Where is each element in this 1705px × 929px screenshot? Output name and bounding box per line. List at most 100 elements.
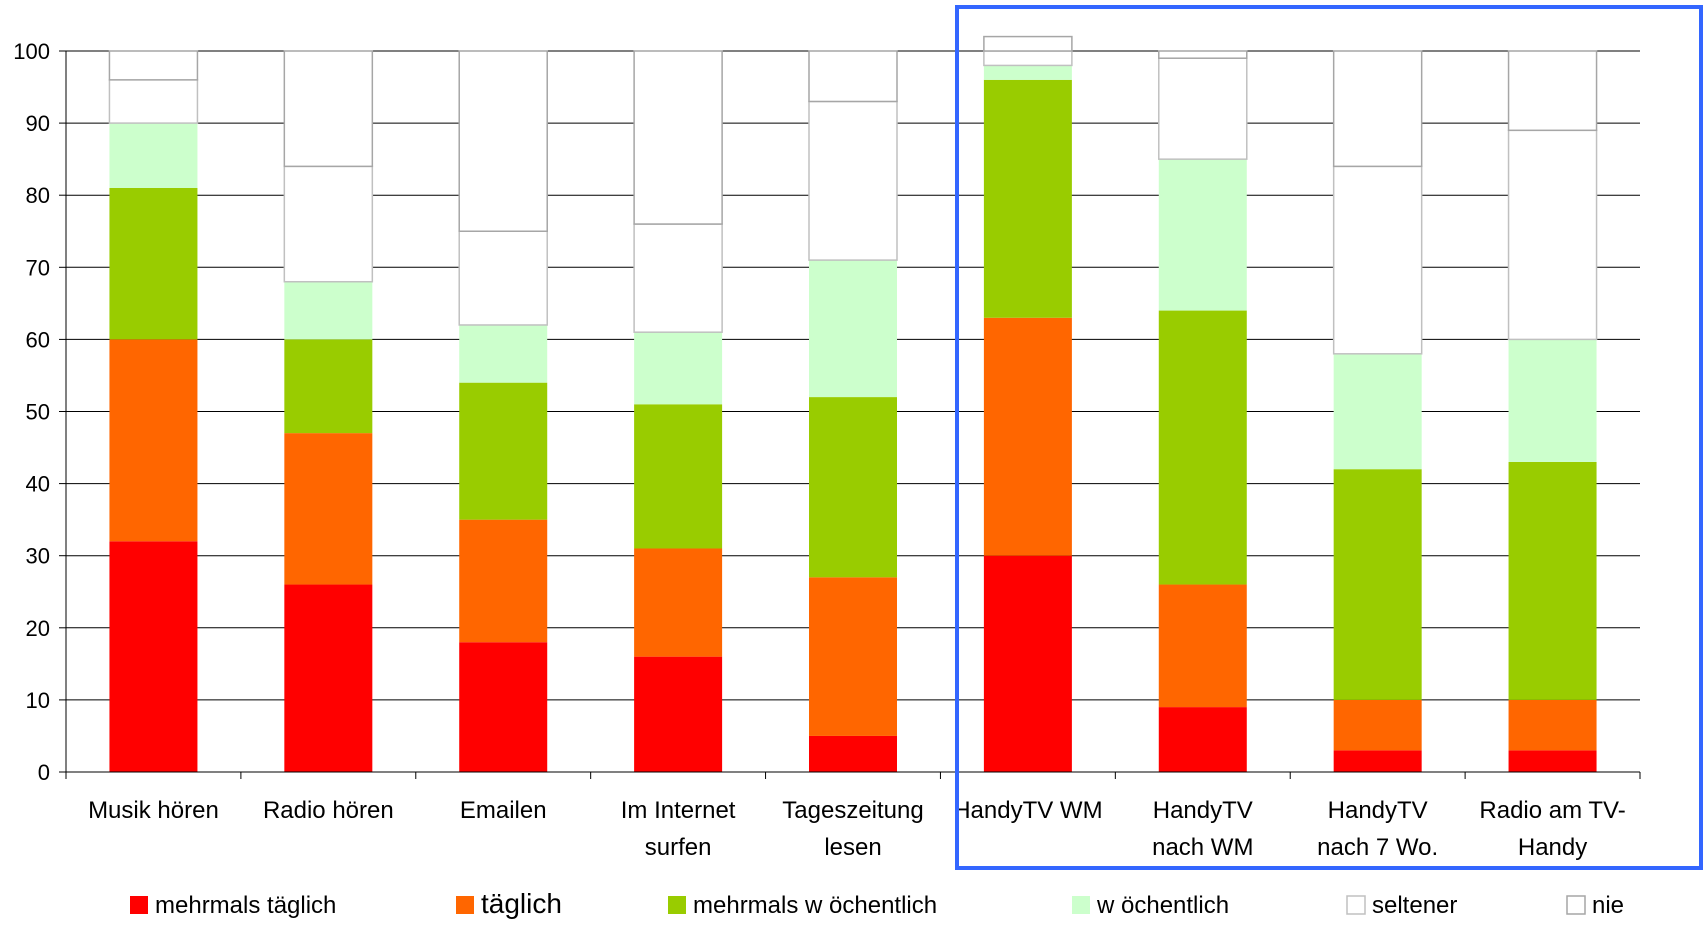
bar-segment	[458, 230, 548, 326]
bar-segment	[1333, 353, 1422, 470]
bar-segment	[634, 332, 723, 405]
legend-label: w öchentlich	[1096, 892, 1229, 919]
bar-segment	[458, 50, 548, 232]
y-tick-label: 30	[26, 544, 50, 569]
bar-segment	[1332, 165, 1423, 355]
legend-swatch	[130, 896, 148, 914]
x-category-label: Im Internet	[621, 797, 736, 824]
bar-segment	[1507, 50, 1598, 132]
bar-segment	[1508, 699, 1597, 751]
x-category-label: HandyTV	[1328, 797, 1428, 824]
bar-segment	[459, 642, 548, 772]
bar-segment	[283, 165, 374, 283]
x-category-label: Radio am TV-	[1479, 797, 1625, 824]
x-category-label: Radio hören	[263, 797, 394, 824]
y-tick-label: 60	[26, 327, 50, 352]
bar-segment	[809, 260, 897, 398]
bar-segment	[1333, 750, 1422, 772]
bar-segment	[1508, 750, 1597, 772]
bar-segment	[809, 397, 897, 578]
bar-segment	[983, 79, 1072, 318]
bar-segment	[284, 281, 373, 340]
bars	[108, 35, 1598, 772]
bar-segment	[634, 656, 723, 772]
bar-segment	[109, 541, 198, 772]
bar-segment	[109, 187, 198, 340]
legend-label: mehrmals täglich	[155, 892, 336, 919]
legend-swatch	[1346, 895, 1366, 915]
bar-segment	[1158, 57, 1248, 160]
legend-label: seltener	[1372, 892, 1457, 919]
bar-segment	[459, 324, 548, 383]
axes	[59, 50, 1641, 779]
y-tick-label: 100	[13, 39, 50, 64]
bar-segment	[808, 50, 898, 103]
y-tick-label: 40	[26, 472, 50, 497]
bar-segment	[983, 65, 1072, 80]
bar-segment	[109, 123, 198, 188]
bar-segment	[1333, 699, 1422, 751]
bar-segment	[1158, 50, 1248, 59]
y-tick-label: 80	[26, 183, 50, 208]
bar-segment	[633, 50, 723, 225]
bar-segment	[1158, 707, 1247, 772]
bar-segment	[109, 339, 198, 542]
bar-segment	[284, 433, 373, 585]
legend-swatch	[456, 896, 474, 914]
x-category-label: Musik hören	[88, 797, 219, 824]
legend: mehrmals täglich täglich mehrmals w öchent…	[130, 888, 1624, 919]
legend-swatch	[1072, 896, 1090, 914]
x-category-label: Handy	[1518, 834, 1587, 861]
y-tick-label: 0	[38, 760, 50, 785]
y-tick-label: 10	[26, 688, 50, 713]
bar-segment	[1158, 584, 1247, 708]
bar-segment	[633, 223, 723, 333]
bar-segment	[983, 555, 1072, 772]
x-category-label: HandyTV WM	[953, 797, 1102, 824]
bar-segment	[459, 382, 548, 520]
bar-segment	[1508, 461, 1597, 700]
bar-segment	[283, 50, 374, 168]
x-category-label: lesen	[824, 834, 881, 861]
x-category-label: Tageszeitung	[782, 797, 923, 824]
x-category-label: HandyTV	[1153, 797, 1253, 824]
bar-segment	[1507, 129, 1598, 341]
legend-label: nie	[1592, 892, 1624, 919]
bar-segment	[108, 50, 199, 81]
bar-segment	[1158, 310, 1247, 585]
x-category-labels: Musik hören Radio hören Emailen Im Internet…	[88, 797, 1626, 861]
bar-segment	[634, 548, 723, 657]
y-tick-labels: 0 10 20 30 40 50 60 70 80 90 100	[13, 39, 50, 785]
legend-label: mehrmals w öchentlich	[693, 892, 937, 919]
legend-swatch	[668, 896, 686, 914]
y-tick-label: 90	[26, 111, 50, 136]
y-tick-label: 50	[26, 400, 50, 425]
bar-segment	[284, 584, 373, 772]
highlight-frame	[955, 5, 1703, 870]
bar-segment	[809, 735, 897, 772]
bar-segment	[983, 35, 1073, 52]
y-tick-label: 70	[26, 255, 50, 280]
bar-segment	[108, 79, 199, 124]
bar-segment	[983, 50, 1073, 67]
x-category-label: nach WM	[1152, 834, 1253, 861]
legend-swatch	[1566, 895, 1586, 915]
bar-segment	[983, 317, 1072, 556]
x-category-label: Emailen	[460, 797, 547, 824]
bar-segment	[1333, 469, 1422, 700]
legend-label: täglich	[481, 888, 562, 919]
bar-segment	[1508, 339, 1597, 462]
x-category-label: nach 7 Wo.	[1317, 834, 1438, 861]
bar-segment	[284, 339, 373, 434]
bar-segment	[809, 577, 897, 736]
bar-segment	[634, 404, 723, 549]
y-tick-label: 20	[26, 616, 50, 641]
x-category-label: surfen	[645, 834, 712, 861]
bar-segment	[808, 100, 898, 261]
bar-segment	[1332, 50, 1423, 168]
bar-segment	[459, 519, 548, 643]
highlight-box	[955, 5, 1703, 870]
bar-segment	[1158, 159, 1247, 311]
